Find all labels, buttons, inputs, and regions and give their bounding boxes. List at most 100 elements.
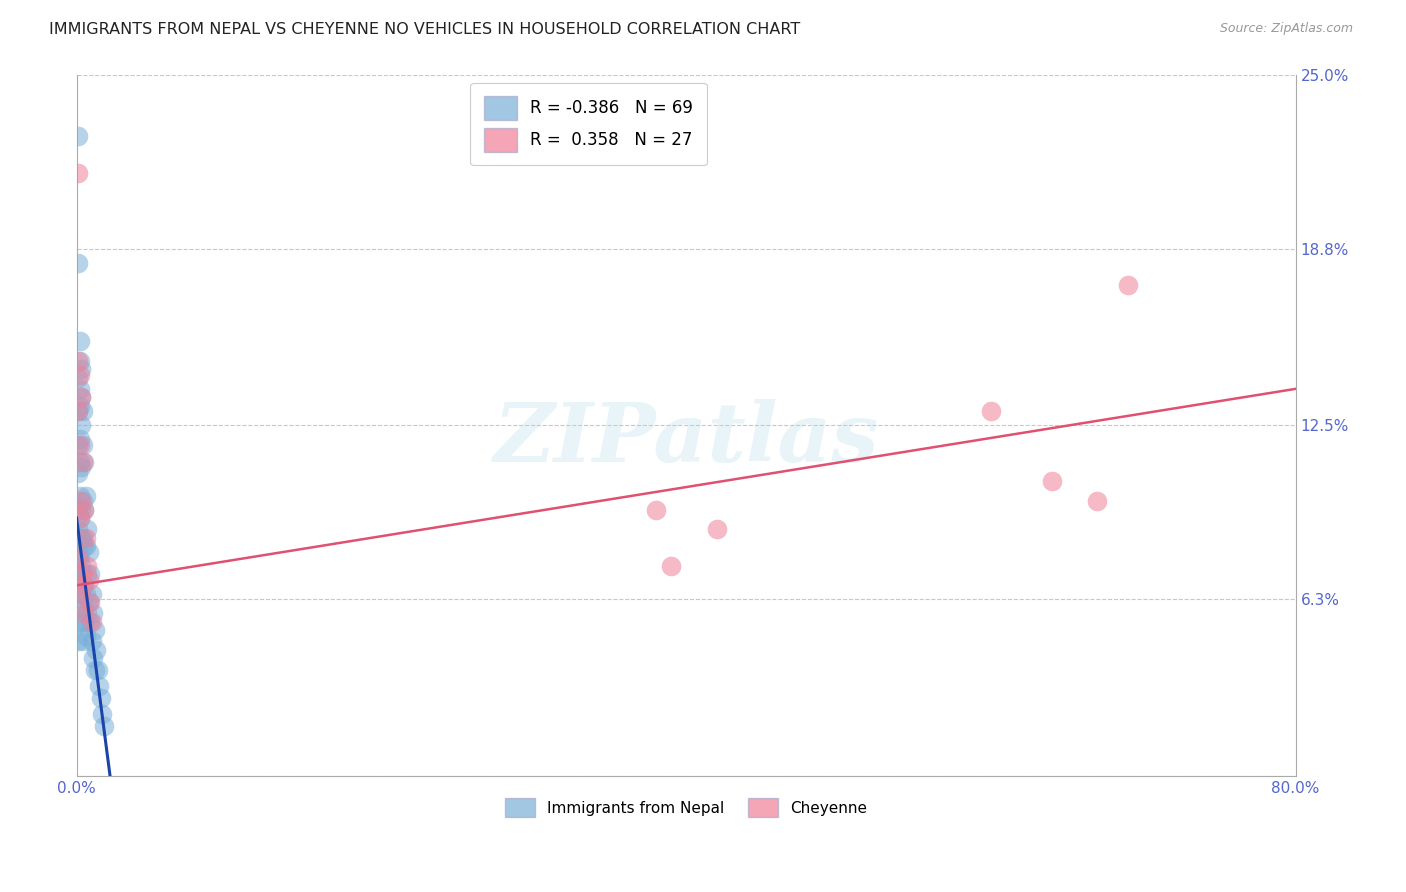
- Point: [72, 404, 94, 418]
- Point: [76, 567, 98, 582]
- Point: [70, 587, 93, 601]
- Point: [69, 455, 91, 469]
- Point: [69, 353, 91, 368]
- Point: [73, 539, 96, 553]
- Point: [69, 615, 91, 629]
- Point: [70, 390, 93, 404]
- Point: [73, 502, 96, 516]
- Point: [83, 663, 105, 677]
- Point: [69, 368, 91, 382]
- Point: [69, 511, 91, 525]
- Point: [706, 522, 728, 536]
- Point: [77, 544, 100, 558]
- Point: [70, 494, 93, 508]
- Point: [70, 460, 93, 475]
- Point: [67, 500, 90, 514]
- Point: [79, 615, 101, 629]
- Point: [82, 607, 104, 621]
- Point: [86, 643, 108, 657]
- Point: [72, 531, 94, 545]
- Point: [75, 489, 97, 503]
- Point: [72, 455, 94, 469]
- Point: [82, 651, 104, 665]
- Point: [69, 587, 91, 601]
- Point: [77, 595, 100, 609]
- Point: [67, 370, 90, 384]
- Point: [70, 502, 93, 516]
- Legend: Immigrants from Nepal, Cheyenne: Immigrants from Nepal, Cheyenne: [498, 790, 875, 825]
- Point: [69, 511, 91, 525]
- Point: [80, 634, 103, 648]
- Point: [79, 595, 101, 609]
- Point: [70, 531, 93, 545]
- Point: [72, 578, 94, 592]
- Point: [67, 166, 90, 180]
- Point: [72, 494, 94, 508]
- Point: [76, 558, 98, 573]
- Point: [69, 399, 91, 413]
- Point: [70, 558, 93, 573]
- Point: [67, 404, 90, 418]
- Point: [77, 573, 100, 587]
- Point: [67, 255, 90, 269]
- Text: ZIPatlas: ZIPatlas: [494, 400, 879, 479]
- Point: [1087, 494, 1109, 508]
- Point: [67, 129, 90, 144]
- Point: [70, 567, 93, 582]
- Point: [73, 578, 96, 592]
- Point: [72, 567, 94, 582]
- Point: [72, 600, 94, 615]
- Point: [80, 615, 103, 629]
- Point: [67, 404, 90, 418]
- Point: [75, 531, 97, 545]
- Point: [67, 466, 90, 480]
- Point: [73, 615, 96, 629]
- Point: [75, 587, 97, 601]
- Point: [67, 539, 90, 553]
- Point: [67, 550, 90, 565]
- Point: [659, 558, 682, 573]
- Point: [67, 567, 90, 582]
- Point: [67, 550, 90, 565]
- Point: [70, 362, 93, 376]
- Point: [93, 719, 115, 733]
- Point: [67, 353, 90, 368]
- Point: [72, 634, 94, 648]
- Point: [70, 418, 93, 433]
- Text: IMMIGRANTS FROM NEPAL VS CHEYENNE NO VEHICLES IN HOUSEHOLD CORRELATION CHART: IMMIGRANTS FROM NEPAL VS CHEYENNE NO VEH…: [49, 22, 800, 37]
- Text: Source: ZipAtlas.com: Source: ZipAtlas.com: [1219, 22, 1353, 36]
- Point: [91, 707, 114, 722]
- Point: [80, 587, 103, 601]
- Point: [69, 334, 91, 348]
- Point: [72, 438, 94, 452]
- Point: [79, 567, 101, 582]
- Point: [1040, 475, 1063, 489]
- Point: [87, 663, 110, 677]
- Point: [76, 607, 98, 621]
- Point: [90, 690, 112, 705]
- Point: [69, 573, 91, 587]
- Point: [70, 615, 93, 629]
- Point: [69, 382, 91, 396]
- Point: [67, 634, 90, 648]
- Point: [69, 531, 91, 545]
- Point: [69, 595, 91, 609]
- Point: [73, 455, 96, 469]
- Point: [644, 502, 666, 516]
- Point: [69, 489, 91, 503]
- Point: [75, 539, 97, 553]
- Point: [73, 502, 96, 516]
- Point: [980, 404, 1002, 418]
- Point: [69, 433, 91, 447]
- Point: [1116, 278, 1139, 293]
- Point: [67, 438, 90, 452]
- Point: [67, 522, 90, 536]
- Point: [70, 390, 93, 404]
- Point: [69, 438, 91, 452]
- Point: [75, 629, 97, 643]
- Point: [76, 522, 98, 536]
- Point: [73, 607, 96, 621]
- Point: [83, 624, 105, 638]
- Point: [89, 679, 111, 693]
- Point: [69, 550, 91, 565]
